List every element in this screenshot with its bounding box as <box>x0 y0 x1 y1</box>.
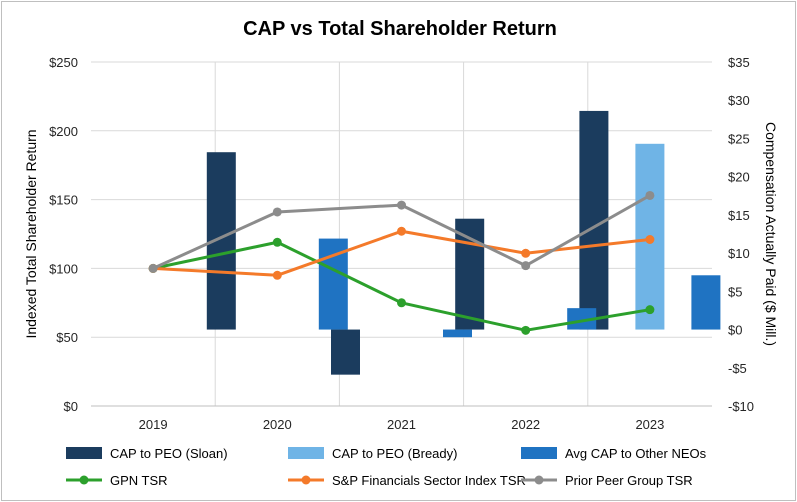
left-tick-label: $50 <box>56 330 78 345</box>
right-tick-label: -$5 <box>728 361 747 376</box>
point-prior-peer-group-tsr <box>521 261 531 271</box>
category-label: 2021 <box>387 417 416 432</box>
bar-cap-to-peo-sloan- <box>455 218 485 330</box>
right-axis-label: Compensation Actually Paid ($ Mill.) <box>763 122 779 346</box>
bar-avg-cap-to-other-neos <box>318 238 348 330</box>
bar-avg-cap-to-other-neos <box>567 308 597 330</box>
point-prior-peer-group-tsr <box>397 200 406 210</box>
lines <box>148 190 655 335</box>
point-s-p-financials-sector-index-tsr <box>397 226 406 236</box>
right-tick-label: $10 <box>728 246 750 261</box>
legend-label: S&P Financials Sector Index TSR <box>332 473 526 488</box>
point-gpn-tsr <box>645 305 655 315</box>
legend-label: Prior Peer Group TSR <box>565 473 693 488</box>
left-tick-label: $250 <box>49 55 78 70</box>
point-s-p-financials-sector-index-tsr <box>272 270 282 280</box>
point-s-p-financials-sector-index-tsr <box>645 235 655 245</box>
gridlines <box>91 61 712 407</box>
legend-marker <box>301 475 311 485</box>
right-tick-label: $30 <box>728 93 750 108</box>
left-tick-label: $0 <box>64 399 78 414</box>
right-tick-label: $15 <box>728 208 750 223</box>
left-tick-label: $100 <box>49 261 78 276</box>
bar-cap-to-peo-sloan- <box>331 329 360 375</box>
left-axis-label: Indexed Total Shareholder Return <box>23 129 39 338</box>
right-tick-label: $5 <box>728 284 742 299</box>
category-label: 2022 <box>511 417 540 432</box>
legend-marker <box>79 475 89 485</box>
point-gpn-tsr <box>272 237 282 247</box>
point-prior-peer-group-tsr <box>645 190 655 200</box>
right-tick-label: $20 <box>728 170 750 185</box>
bar-avg-cap-to-other-neos <box>443 329 472 338</box>
point-prior-peer-group-tsr <box>272 207 282 217</box>
bar-avg-cap-to-other-neos <box>691 275 721 330</box>
legend-swatch <box>288 447 324 459</box>
right-tick-label: $25 <box>728 131 750 146</box>
category-label: 2019 <box>139 417 168 432</box>
legend-marker <box>534 475 544 485</box>
point-prior-peer-group-tsr <box>148 263 158 273</box>
legend-swatch <box>521 447 557 459</box>
point-gpn-tsr <box>397 298 406 308</box>
right-tick-label: -$10 <box>728 399 754 414</box>
point-s-p-financials-sector-index-tsr <box>521 248 531 258</box>
category-label: 2020 <box>263 417 292 432</box>
right-tick-label: $0 <box>728 323 742 338</box>
left-tick-label: $200 <box>49 124 78 139</box>
tick-labels: $0 $50 $100 $150 $200 $250 -$10 -$5 $0 $5 $10 $15 $2… <box>49 55 754 432</box>
legend-label: Avg CAP to Other NEOs <box>565 446 707 461</box>
legend: CAP to PEO (Sloan) CAP to PEO (Bready) Avg… <box>66 446 707 488</box>
legend-label: CAP to PEO (Bready) <box>332 446 457 461</box>
legend-label: CAP to PEO (Sloan) <box>110 446 228 461</box>
point-gpn-tsr <box>521 325 531 335</box>
legend-swatch <box>66 447 102 459</box>
chart-title: CAP vs Total Shareholder Return <box>243 18 557 40</box>
legend-label: GPN TSR <box>110 473 168 488</box>
left-tick-label: $150 <box>49 193 78 208</box>
category-label: 2023 <box>635 417 664 432</box>
right-tick-label: $35 <box>728 55 750 70</box>
